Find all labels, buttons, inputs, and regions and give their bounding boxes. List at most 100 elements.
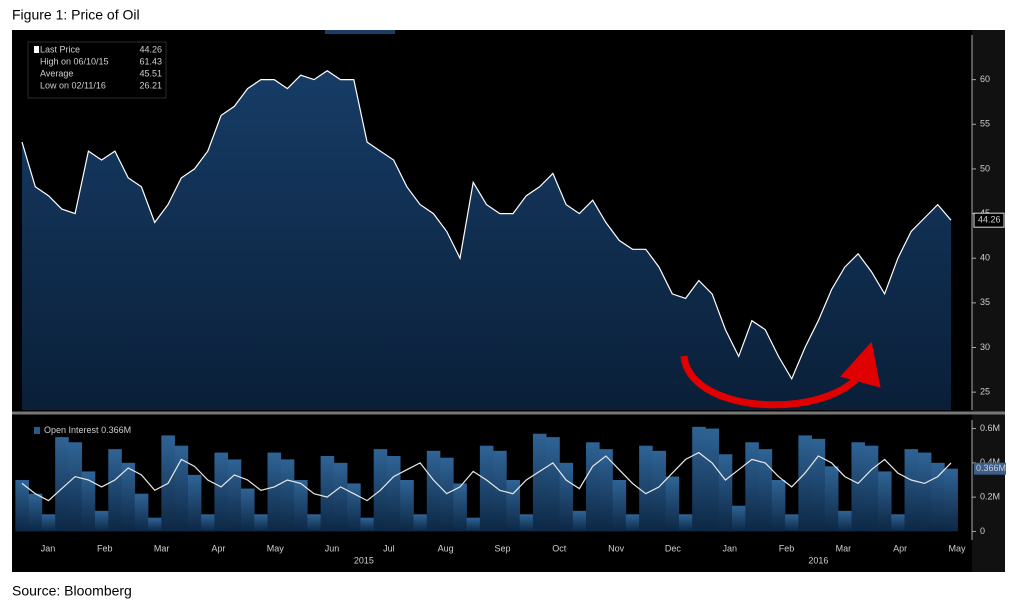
y-tick-label: 30 bbox=[980, 342, 990, 352]
oi-bar bbox=[612, 480, 627, 532]
oi-bar bbox=[426, 450, 441, 532]
oi-bar bbox=[148, 517, 162, 532]
chart-title: Figure 1: Price of Oil bbox=[12, 7, 140, 23]
x-tick-label: Apr bbox=[211, 543, 225, 553]
price-area bbox=[22, 70, 951, 410]
oi-bar bbox=[347, 483, 361, 532]
last-price-label: 44.26 bbox=[978, 215, 1001, 225]
oi-bar bbox=[532, 433, 547, 532]
oi-bar bbox=[187, 474, 202, 532]
y-tick-label: 40 bbox=[980, 253, 990, 263]
x-tick-label: Jul bbox=[383, 543, 395, 553]
oi-bar bbox=[625, 514, 640, 532]
legend-swatch bbox=[34, 46, 39, 53]
oi-bar bbox=[386, 456, 401, 532]
oi-bar bbox=[506, 480, 520, 532]
oi-bar bbox=[639, 445, 653, 532]
y-tick-label: 0.6M bbox=[980, 423, 1000, 433]
oi-bar bbox=[718, 454, 733, 532]
oi-bar bbox=[94, 510, 109, 532]
oi-bar bbox=[400, 480, 414, 532]
legend-value: 44.26 bbox=[139, 44, 162, 54]
last-price-tag bbox=[973, 212, 1005, 228]
oi-bar bbox=[864, 445, 879, 532]
source: Source: Bloomberg bbox=[12, 583, 132, 599]
year-label: 2016 bbox=[808, 555, 828, 565]
oi-bar bbox=[838, 510, 852, 532]
x-tick-label: Nov bbox=[608, 543, 625, 553]
oi-bar bbox=[811, 438, 826, 532]
x-tick-label: Mar bbox=[154, 543, 170, 553]
oi-bar bbox=[440, 457, 454, 532]
y-tick-label: 35 bbox=[980, 297, 990, 307]
y-tick-label: 50 bbox=[980, 163, 990, 173]
x-tick-label: Apr bbox=[893, 543, 907, 553]
x-tick-label: Dec bbox=[665, 543, 682, 553]
oi-bar bbox=[214, 452, 229, 532]
oi-bar bbox=[944, 468, 958, 532]
oi-bar bbox=[55, 437, 69, 532]
x-tick-label: Feb bbox=[97, 543, 113, 553]
x-tick-label: May bbox=[267, 543, 285, 553]
oi-bar bbox=[15, 480, 29, 532]
oi-bar bbox=[665, 476, 680, 532]
legend-value: 26.21 bbox=[139, 80, 162, 90]
oi-bar bbox=[121, 462, 136, 532]
oi-bar bbox=[453, 483, 467, 532]
oi-bar bbox=[692, 426, 706, 532]
oi-bar bbox=[360, 517, 374, 532]
oi-bar bbox=[705, 428, 720, 532]
oi-bar bbox=[254, 514, 268, 532]
oi-bar bbox=[108, 449, 122, 532]
oi-bar bbox=[466, 517, 481, 532]
legend-name: Open Interest bbox=[44, 425, 99, 435]
oi-bar bbox=[652, 450, 666, 532]
legend-box bbox=[27, 41, 167, 99]
oi-bar bbox=[917, 452, 932, 532]
y-tick-label: 0 bbox=[980, 526, 985, 536]
year-label: 2015 bbox=[354, 555, 374, 565]
x-tick-label: May bbox=[948, 543, 966, 553]
series-line bbox=[21, 451, 952, 502]
oi-bar bbox=[294, 480, 308, 532]
oi-bar bbox=[824, 466, 839, 532]
oi-bar bbox=[201, 514, 215, 532]
x-tick-label: Mar bbox=[836, 543, 852, 553]
oi-bar bbox=[134, 493, 149, 532]
x-tick-label: Jan bbox=[722, 543, 737, 553]
oi-bar bbox=[599, 449, 613, 532]
oi-bar bbox=[320, 456, 335, 532]
oi-bar bbox=[413, 514, 428, 532]
oi-bar bbox=[174, 445, 189, 532]
oi-bar bbox=[559, 462, 574, 532]
oi-bar bbox=[267, 452, 282, 532]
oi-bar bbox=[931, 462, 945, 532]
oi-tag bbox=[974, 462, 1006, 475]
x-tick-label: Jun bbox=[325, 543, 340, 553]
annotation-arrow bbox=[680, 341, 881, 409]
oi-bar bbox=[493, 450, 507, 532]
x-tick-label: Feb bbox=[779, 543, 795, 553]
oi-bar bbox=[479, 445, 494, 532]
oi-bar bbox=[878, 471, 892, 532]
series-line bbox=[21, 69, 952, 381]
oi-bar bbox=[519, 514, 534, 532]
legend-value: 61.43 bbox=[139, 56, 162, 66]
axis-strip bbox=[972, 30, 1005, 572]
oi-bar bbox=[41, 514, 56, 532]
x-tick-label: Aug bbox=[438, 543, 454, 553]
oi-bar bbox=[240, 488, 255, 532]
legend-label: High on 06/10/15 bbox=[40, 56, 109, 66]
oi-tag-label: 0.366M bbox=[976, 463, 1006, 473]
tab bbox=[325, 30, 395, 34]
legend-value: 45.51 bbox=[139, 68, 162, 78]
oi-bar bbox=[732, 505, 746, 532]
legend-label: Last Price bbox=[40, 44, 80, 54]
oi-bar bbox=[307, 514, 321, 532]
oi-bar bbox=[280, 459, 295, 532]
legend-value: 0.366M bbox=[101, 425, 131, 435]
oi-bar bbox=[745, 442, 759, 532]
x-tick-label: Oct bbox=[552, 543, 567, 553]
oi-bar bbox=[851, 442, 866, 532]
oi-bar bbox=[785, 514, 799, 532]
